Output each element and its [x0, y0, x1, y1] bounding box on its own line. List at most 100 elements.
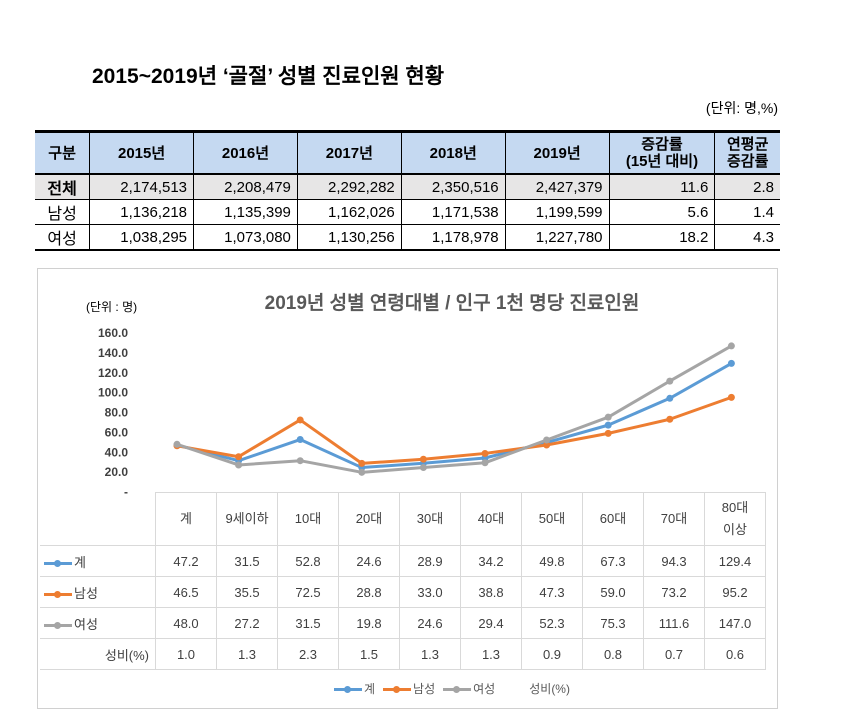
table-cell: 1.4 [714, 199, 780, 225]
data-point [296, 457, 304, 465]
data-label: 47.2 [155, 545, 217, 577]
data-label: 34.2 [460, 545, 522, 577]
data-label: 47.3 [521, 576, 583, 608]
column-header: 2015년 [89, 130, 194, 175]
unit-label: (단위: 명,%) [705, 100, 778, 116]
category-row: 계 9세이하 10대 20대 30대 40대 50대 60대 70대 80대 이상 [40, 492, 766, 546]
data-point [604, 421, 612, 429]
table-cell: 1,171,538 [400, 199, 506, 225]
data-point [604, 429, 612, 437]
data-point [358, 459, 366, 467]
table-cell: 1,227,780 [504, 224, 610, 251]
series-name: 남성 [74, 585, 98, 601]
data-point [727, 359, 735, 367]
data-point [543, 436, 551, 444]
series-name: 여성 [74, 616, 98, 632]
series-label: 여성 [40, 607, 156, 639]
data-label: 29.4 [460, 607, 522, 639]
data-point [173, 440, 181, 448]
series-line [176, 344, 733, 474]
data-label: 0.6 [704, 638, 766, 670]
data-label: 0.9 [521, 638, 583, 670]
data-label: 0.7 [643, 638, 705, 670]
data-point [419, 464, 427, 472]
data-point [481, 459, 489, 467]
legend-key-icon [44, 621, 72, 629]
ratio-label: 성비(%) [40, 638, 156, 670]
series-line [176, 362, 733, 470]
data-label: 2.3 [277, 638, 339, 670]
header-row: 구분 2015년 2016년 2017년 2018년 2019년 증감률 (15년 대비) 연평… [35, 130, 780, 175]
legend-item: 여성 [443, 682, 495, 696]
legend-label: 성비(%) [529, 682, 570, 696]
table-cell: 1,136,218 [89, 199, 194, 225]
summary-table: 구분 2015년 2016년 2017년 2018년 2019년 증감률 (15년 대비) 연평… [35, 130, 780, 251]
table-cell: 2,292,282 [296, 174, 402, 200]
data-label: 33.0 [399, 576, 461, 608]
column-header: 구분 [35, 130, 90, 175]
data-label: 28.9 [399, 545, 461, 577]
data-point [481, 449, 489, 457]
category-label: 9세이하 [216, 492, 278, 546]
column-header: 증감률 (15년 대비) [608, 130, 715, 175]
legend-label: 여성 [473, 682, 496, 696]
page-title: 2015~2019년 ‘골절’ 성별 진료인원 현황 [92, 65, 445, 88]
data-label: 48.0 [155, 607, 217, 639]
data-label: 19.8 [338, 607, 400, 639]
data-point [296, 416, 304, 424]
legend-key-icon [383, 686, 412, 694]
data-label: 73.2 [643, 576, 705, 608]
data-point [543, 441, 551, 449]
category-label: 70대 [643, 492, 705, 546]
legend-key-icon [334, 686, 362, 694]
table-cell: 1,038,295 [89, 224, 194, 251]
data-label: 1.5 [338, 638, 400, 670]
legend-key-icon [44, 590, 72, 598]
category-label: 20대 [338, 492, 400, 546]
data-point [358, 468, 366, 476]
data-label: 52.3 [521, 607, 583, 639]
data-point [727, 342, 735, 350]
legend-item: 성비(%) [529, 682, 570, 696]
category-label: 80대 이상 [704, 492, 766, 546]
table-cell: 1,199,599 [504, 199, 610, 225]
table-cell: 5.6 [608, 199, 715, 225]
table-cell: 11.6 [608, 174, 715, 200]
table-cell: 2,208,479 [193, 174, 298, 200]
data-point [235, 453, 243, 461]
data-point [666, 415, 674, 423]
data-label: 52.8 [277, 545, 339, 577]
column-header: 2016년 [193, 130, 298, 175]
category-label: 10대 [277, 492, 339, 546]
y-tick-label: 160.0 [98, 326, 128, 340]
category-label: 50대 [521, 492, 583, 546]
series-row: 남성 46.5 35.5 72.5 28.8 33.0 38.8 47.3 59.0 73.2 95… [40, 576, 766, 608]
column-header: 2019년 [504, 130, 610, 175]
table-row: 여성 1,038,295 1,073,080 1,130,256 1,178,978 1,… [35, 224, 780, 251]
series-line [176, 395, 732, 465]
category-label: 계 [155, 492, 217, 546]
data-label: 59.0 [582, 576, 644, 608]
table-cell: 1,135,399 [193, 199, 298, 225]
table-cell: 18.2 [608, 224, 715, 251]
data-label: 147.0 [704, 607, 766, 639]
data-label: 1.3 [216, 638, 278, 670]
data-label: 35.5 [216, 576, 278, 608]
table-cell: 2,427,379 [504, 174, 610, 200]
legend-item: 남성 [383, 682, 435, 696]
column-header: 2018년 [400, 130, 506, 175]
category-label: 40대 [460, 492, 522, 546]
data-point [235, 461, 243, 469]
data-point [296, 436, 304, 444]
data-label: 49.8 [521, 545, 583, 577]
data-label: 75.3 [582, 607, 644, 639]
series-label: 계 [40, 545, 156, 577]
series-row: 계 47.2 31.5 52.8 24.6 28.9 34.2 49.8 67.3 94.3 129… [40, 545, 766, 577]
table-cell: 1,162,026 [296, 199, 402, 225]
data-label: 28.8 [338, 576, 400, 608]
legend-key-icon [443, 686, 472, 694]
y-tick-label: 20.0 [105, 465, 129, 479]
data-point [666, 394, 674, 402]
data-label: 129.4 [704, 545, 766, 577]
